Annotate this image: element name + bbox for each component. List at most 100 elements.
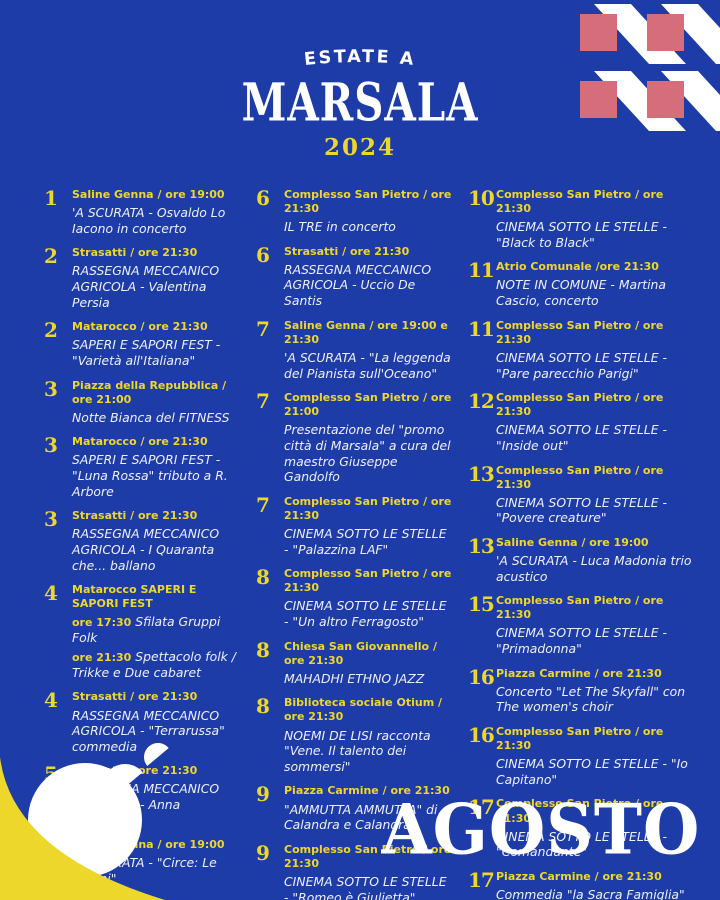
event-location: Complesso San Pietro (496, 188, 632, 201)
event-time: / ore 21:30 (130, 690, 198, 704)
event-festival: SAPERI E SAPORI FEST (72, 583, 197, 611)
event-body: Matarocco / ore 21:30 SAPERI E SAPORI FES… (72, 435, 256, 499)
event-slot: ore 21:30 Spettacolo folk / Trikke e Due… (72, 649, 242, 680)
event-time: / ore 21:30 (284, 842, 452, 870)
event-location-time: Saline Genna / ore 19:00 (72, 188, 242, 202)
event-body: Atrio Comunale /ore 21:30 NOTE IN COMUNE … (496, 260, 714, 308)
event-time: / ore 19:00 (157, 838, 225, 852)
event-description: Presentazione del "promo città di Marsal… (284, 422, 451, 485)
event-time: / ore 21:30 (342, 244, 410, 258)
event-slot-time: ore 17:30 (72, 616, 132, 630)
event-time: / ore 19:00 (581, 535, 649, 549)
event-location-time: Piazza Carmine / ore 21:30 (496, 870, 700, 884)
event-location-time: Biblioteca sociale Otium / ore 21:30 (284, 696, 454, 724)
event-location-time: Strasatti / ore 21:30 (72, 509, 242, 523)
event-day-number: 6 (256, 186, 270, 210)
event: 3 Matarocco / ore 21:30 SAPERI E SAPORI FE… (44, 435, 256, 499)
event-body: Complesso San Pietro / ore 21:30 IL TRE i… (284, 188, 468, 235)
event: 10 Complesso San Pietro / ore 21:30 CINEMA… (468, 188, 714, 250)
event-location-time: Complesso San Pietro / ore 21:30 (496, 391, 700, 419)
event-day-number: 3 (44, 433, 58, 458)
event-time: / ore 21:30 (496, 797, 664, 825)
event-time: / ore 21:30 (496, 463, 664, 491)
event-location-time: Complesso San Pietro / ore 21:30 (496, 319, 700, 347)
event-location: Matarocco (72, 435, 137, 449)
event-time: / ore 21:30 (130, 246, 198, 260)
event-time: / ore 21:30 (140, 435, 208, 449)
event-location-time: Complesso San Pietro / ore 21:00 (284, 391, 454, 419)
event-time: / ore 21:30 (594, 666, 662, 680)
event-day-number: 12 (468, 389, 495, 414)
event-location: Piazza della Repubblica (72, 378, 219, 392)
event-location: Complesso San Pietro (284, 188, 420, 201)
event-description: CINEMA SOTTO LE STELLE - "Palazzina LAF" (284, 525, 447, 557)
event-time: / ore 19:00 (157, 188, 225, 201)
event: 13 Saline Genna / ore 19:00 'A SCURATA - L… (468, 536, 714, 584)
event-description: NOTE IN COMUNE - Martina Cascio, concert… (496, 277, 666, 309)
event-time: / ore 21:30 (496, 391, 664, 419)
event: 3 Strasatti / ore 21:30 RASSEGNA MECCANICO… (44, 509, 256, 573)
event: 11 Atrio Comunale /ore 21:30 NOTE IN COMUN… (468, 260, 714, 308)
event: 6 Complesso San Pietro / ore 21:30 IL TRE … (256, 188, 468, 235)
event-time: / ore 21:30 (496, 188, 664, 216)
event-location: Complesso San Pietro (284, 842, 420, 856)
event-location: Strasatti (72, 509, 127, 523)
event-location-time: Complesso San Pietro / ore 21:30 (496, 797, 700, 825)
event: 4 Strasatti / ore 21:30 RASSEGNA MECCANICO… (44, 690, 256, 754)
events-columns: 1 Saline Genna / ore 19:00 'A SCURATA - Os… (44, 188, 720, 900)
event-day-number: 2 (44, 318, 58, 343)
event-time: /ore 21:30 (595, 260, 659, 274)
event-time: / ore 21:30 (594, 869, 662, 883)
event-location-time: Complesso San Pietro / ore 21:30 (284, 843, 454, 871)
event-description: MAHADHI ETHNO JAZZ (284, 670, 425, 686)
event-location-time: Matarocco SAPERI E SAPORI FEST (72, 583, 242, 611)
event-location: Strasatti (72, 246, 127, 260)
event-day-number: 7 (256, 316, 270, 341)
event-slot-text: Spettacolo folk / Trikke e Due cabaret (72, 648, 236, 680)
event-location: Strasatti (284, 244, 339, 258)
event-description: IL TRE in concerto (284, 219, 396, 235)
event-body: Saline Genna / ore 19:00 e 21:30 'A SCURA… (284, 319, 468, 381)
event: 6 Strasatti / ore 21:30 RASSEGNA MECCANICO… (256, 245, 468, 309)
event-body: Complesso San Pietro / ore 21:30 CINEMA S… (284, 843, 468, 900)
event-location: Complesso San Pietro (496, 391, 632, 405)
event-location: Complesso San Pietro (284, 391, 420, 405)
event-time: / ore 21:30 (496, 318, 664, 346)
event: 9 Complesso San Pietro / ore 21:30 CINEMA … (256, 843, 468, 900)
event-body: Chiesa San Giovannello / ore 21:30 MAHADH… (284, 640, 468, 687)
event: 8 Biblioteca sociale Otium / ore 21:30 NOE… (256, 696, 468, 774)
event-description: RASSEGNA MECCANICO AGRICOLA - "Terraruss… (72, 707, 225, 754)
event-day-number: 15 (468, 592, 495, 617)
event-description: Commedia "la Sacra Famiglia" due atti di… (496, 886, 685, 900)
event-day-number: 8 (256, 637, 270, 662)
event-day-number: 7 (256, 492, 270, 517)
event: 17 Piazza Carmine / ore 21:30 Commedia "la… (468, 870, 714, 900)
event-body: Complesso San Pietro / ore 21:30 CINEMA S… (496, 797, 714, 859)
event-day-number: 3 (44, 507, 58, 532)
event-time: / ore 21:30 (284, 567, 452, 595)
event-description: 'A SCURATA - Osvaldo Lo Iacono in concer… (72, 205, 226, 236)
event: 11 Complesso San Pietro / ore 21:30 CINEMA… (468, 319, 714, 381)
event-time: / ore 21:30 (284, 639, 437, 667)
event-description: Notte Bianca del FITNESS (72, 409, 230, 425)
event: 8 Complesso San Pietro / ore 21:30 CINEMA … (256, 567, 468, 629)
event: 3 Piazza della Repubblica / ore 21:00 Nott… (44, 379, 256, 426)
event-time: / ore 21:30 (284, 494, 452, 522)
event-location-time: Piazza Carmine / ore 21:30 (496, 667, 700, 681)
event-description: RASSEGNA MECCANICO AGRICOLA - Uccio De S… (284, 261, 432, 309)
event-day-number: 7 (256, 389, 270, 414)
event-body: Strasatti / ore 21:30 RASSEGNA MECCANICO … (284, 245, 468, 309)
event-description: CINEMA SOTTO LE STELLE - "Io Capitano" (496, 756, 688, 787)
poster-title: MARSALA (241, 73, 479, 134)
event-description: Concerto "Let The Skyfall" con The women… (496, 683, 686, 715)
event-description: CINEMA SOTTO LE STELLE - "Un altro Ferra… (284, 598, 447, 629)
event-location-time: Complesso San Pietro / ore 21:30 (496, 594, 700, 622)
event: 15 Complesso San Pietro / ore 21:30 CINEMA… (468, 594, 714, 656)
event-time: / ore 21:30 (284, 696, 443, 724)
event-day-number: 11 (468, 316, 495, 341)
event-description: CINEMA SOTTO LE STELLE - "Povere creatur… (496, 494, 667, 526)
event-description: SAPERI E SAPORI FEST - "Luna Rossa" trib… (72, 452, 228, 499)
event-location-time: Piazza Carmine / ore 21:30 (284, 784, 454, 798)
event-description: CINEMA SOTTO LE STELLE - "Primadonna" (496, 625, 667, 657)
event: 4 Matarocco SAPERI E SAPORI FEST ore 17:30… (44, 583, 256, 680)
